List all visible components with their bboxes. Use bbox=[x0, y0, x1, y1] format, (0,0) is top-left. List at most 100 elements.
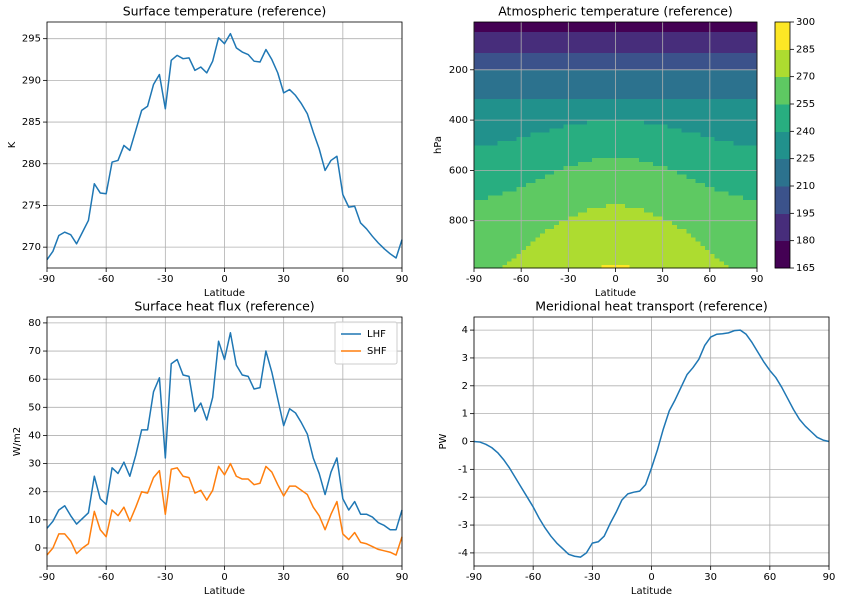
contour-cell bbox=[738, 261, 744, 266]
contour-cell bbox=[667, 65, 673, 71]
contour-cell bbox=[662, 157, 668, 163]
contour-cell bbox=[747, 258, 753, 263]
contour-cell bbox=[488, 254, 494, 260]
contour-cell bbox=[535, 182, 541, 188]
contour-cell bbox=[577, 220, 584, 226]
contour-cell bbox=[657, 178, 664, 184]
contour-cell bbox=[747, 241, 753, 247]
contour-cell bbox=[639, 212, 645, 218]
contour-cell bbox=[587, 28, 593, 33]
contour-cell bbox=[591, 115, 598, 121]
contour-cell bbox=[733, 44, 739, 50]
contour-cell bbox=[624, 82, 631, 88]
contour-cell bbox=[615, 124, 621, 130]
contour-cell bbox=[738, 132, 744, 138]
contour-cell bbox=[615, 86, 621, 92]
contour-cell bbox=[601, 73, 607, 79]
contour-cell bbox=[709, 22, 716, 26]
contour-cell bbox=[615, 28, 621, 33]
contour-cell bbox=[573, 103, 579, 109]
contour-cell bbox=[521, 22, 527, 26]
contour-cell bbox=[591, 264, 598, 269]
contour-cell bbox=[634, 157, 640, 163]
contour-cell bbox=[747, 82, 753, 88]
contour-cell bbox=[478, 32, 485, 37]
contour-cell bbox=[681, 90, 687, 96]
contour-cell bbox=[587, 187, 593, 192]
contour-cell bbox=[502, 174, 508, 180]
contour-cell bbox=[662, 258, 668, 263]
contour-cell bbox=[474, 90, 480, 96]
contour-cell bbox=[558, 107, 565, 113]
contour-cell bbox=[478, 245, 485, 251]
contour-cell bbox=[606, 149, 612, 155]
contour-cell bbox=[549, 111, 555, 117]
contour-cell bbox=[516, 78, 522, 83]
contour-cell bbox=[686, 157, 692, 163]
contour-cell bbox=[601, 25, 607, 30]
contour-cell bbox=[752, 182, 758, 188]
contour-cell bbox=[676, 103, 683, 109]
contour-cell bbox=[648, 191, 654, 197]
contour-cell bbox=[568, 264, 574, 269]
contour-cell bbox=[705, 28, 711, 33]
contour-cell bbox=[596, 199, 602, 205]
contour-cell bbox=[709, 103, 716, 109]
contour-cell bbox=[606, 32, 612, 37]
contour-cell bbox=[723, 65, 730, 71]
contour-cell bbox=[544, 57, 551, 63]
contour-cell bbox=[606, 250, 612, 255]
contour-cell bbox=[662, 107, 668, 113]
contour-cell bbox=[511, 128, 518, 134]
contour-cell bbox=[530, 115, 536, 121]
contour-cell bbox=[516, 136, 522, 142]
contour-cell bbox=[554, 86, 560, 92]
contour-cell bbox=[648, 111, 654, 117]
contour-cell bbox=[676, 25, 683, 30]
contour-cell bbox=[719, 65, 725, 71]
contour-cell bbox=[554, 28, 560, 33]
contour-cell bbox=[643, 57, 650, 63]
contour-cell bbox=[558, 224, 565, 230]
contour-cell bbox=[488, 237, 494, 243]
contour-cell bbox=[719, 90, 725, 96]
contour-cell bbox=[587, 111, 593, 117]
contour-cell bbox=[540, 25, 546, 30]
contour-cell bbox=[568, 208, 574, 213]
contour-cell bbox=[507, 145, 513, 151]
contour-cell bbox=[530, 178, 536, 184]
contour-cell bbox=[700, 254, 706, 260]
contour-cell bbox=[474, 241, 480, 247]
contour-cell bbox=[601, 182, 607, 188]
contour-cell bbox=[568, 61, 574, 67]
contour-cell bbox=[535, 178, 541, 184]
contour-cell bbox=[648, 69, 654, 75]
contour-cell bbox=[667, 36, 673, 42]
contour-cell bbox=[653, 69, 659, 75]
contour-cell bbox=[507, 195, 513, 201]
contour-cell bbox=[535, 124, 541, 130]
contour-cell bbox=[690, 166, 697, 172]
contour-cell bbox=[648, 103, 654, 109]
contour-cell bbox=[591, 78, 598, 83]
contour-cell bbox=[657, 220, 664, 226]
contour-cell bbox=[695, 203, 701, 209]
contour-cell bbox=[615, 229, 621, 234]
x-tick-label: 90 bbox=[396, 274, 409, 285]
contour-cell bbox=[554, 212, 560, 218]
contour-cell bbox=[582, 208, 588, 213]
contour-cell bbox=[667, 178, 673, 184]
contour-cell bbox=[525, 174, 532, 180]
contour-cell bbox=[474, 22, 480, 26]
contour-cell bbox=[653, 22, 659, 26]
contour-cell bbox=[709, 199, 716, 205]
contour-cell bbox=[601, 178, 607, 184]
contour-cell bbox=[474, 111, 480, 117]
contour-cell bbox=[497, 149, 503, 155]
contour-cell bbox=[634, 174, 640, 180]
contour-cell bbox=[700, 203, 706, 209]
contour-cell bbox=[483, 170, 489, 176]
contour-cell bbox=[634, 25, 640, 30]
contour-cell bbox=[591, 48, 598, 54]
contour-cell bbox=[511, 61, 518, 67]
